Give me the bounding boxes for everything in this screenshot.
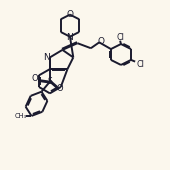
Text: O: O: [57, 84, 64, 93]
Text: CH₃: CH₃: [15, 113, 27, 119]
Text: N: N: [44, 53, 50, 62]
Text: Cl: Cl: [136, 60, 144, 69]
Text: N: N: [67, 32, 73, 41]
Text: O: O: [98, 37, 105, 46]
Text: O: O: [66, 10, 73, 19]
Text: Cl: Cl: [116, 32, 124, 41]
Text: O: O: [31, 74, 38, 83]
Text: S: S: [47, 77, 52, 86]
